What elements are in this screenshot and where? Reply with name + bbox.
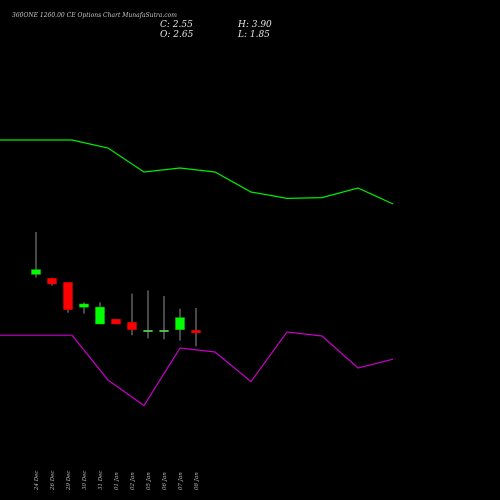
high-readout: H: 3.90 [238, 20, 272, 30]
x-tick-label: 24 Dec [34, 471, 40, 492]
candle-body [143, 330, 153, 332]
candle-body [31, 269, 41, 275]
indicator-line-magenta [0, 331, 394, 407]
candle-body [79, 303, 89, 308]
open-readout: O: 2.65 [160, 30, 194, 40]
indicator-line-green [0, 139, 394, 205]
candle-body [127, 322, 137, 330]
candle-body [191, 330, 201, 334]
x-tick-label: 05 Jan [146, 472, 152, 490]
x-tick-label: 08 Jan [194, 472, 200, 490]
x-tick-label: 07 Jan [178, 472, 184, 490]
chart-title: 360ONE 1260.00 CE Options Chart MunafaSu… [12, 12, 177, 19]
candle-body [111, 318, 121, 325]
close-readout: C: 2.55 [160, 20, 193, 30]
candle-body [63, 282, 73, 310]
candle-body [175, 317, 185, 330]
candle-body [47, 278, 57, 285]
x-tick-label: 29 Dec [66, 471, 72, 492]
x-tick-label: 02 Jan [130, 472, 136, 490]
x-tick-label: 01 Jan [114, 472, 120, 490]
x-tick-label: 31 Dec [98, 471, 104, 491]
low-readout: L: 1.85 [238, 30, 270, 40]
candle-body [159, 330, 169, 332]
x-tick-label: 30 Dec [82, 471, 88, 491]
x-tick-label: 06 Jan [162, 472, 168, 490]
x-tick-label: 26 Dec [50, 471, 56, 492]
candle-body [95, 306, 105, 325]
